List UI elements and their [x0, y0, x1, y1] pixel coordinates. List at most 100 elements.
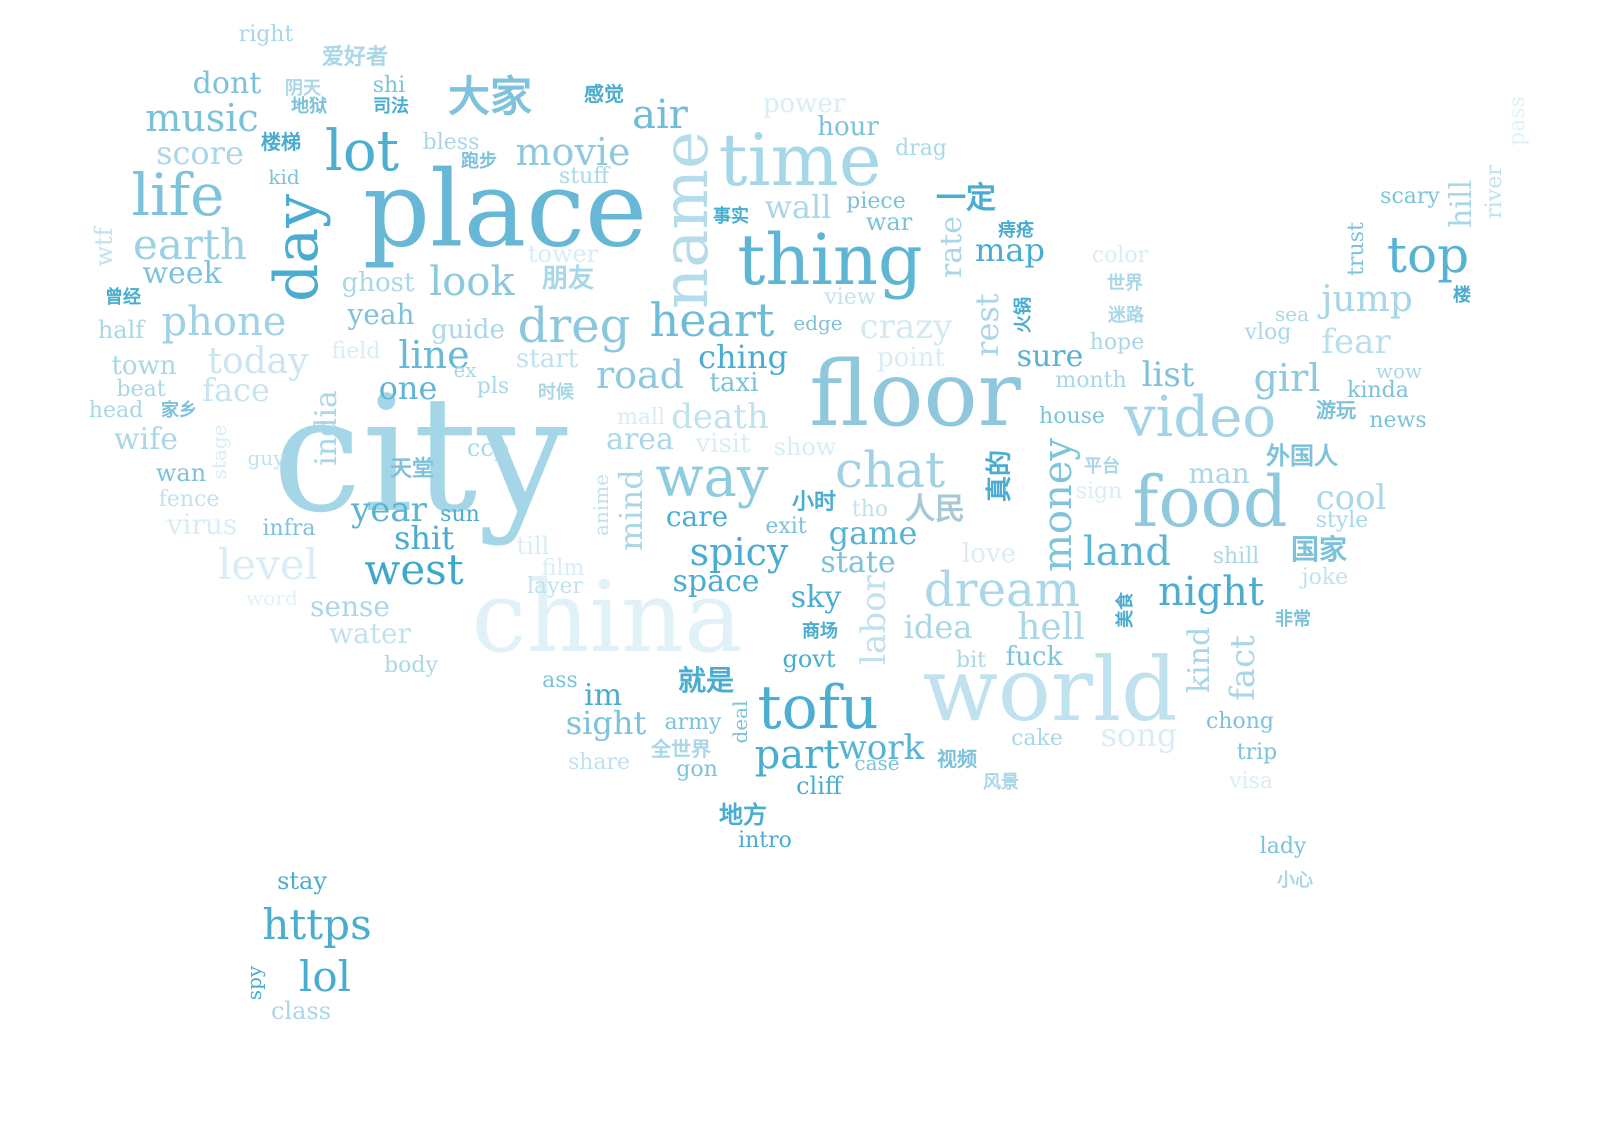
word-ass: ass: [542, 668, 578, 693]
word-news: news: [1369, 408, 1427, 433]
word-181: 家乡: [161, 400, 197, 421]
word-list: list: [1141, 355, 1195, 395]
word-beat: beat: [116, 377, 166, 402]
word-rate: rate: [934, 215, 969, 279]
word-hell: hell: [1017, 607, 1085, 648]
word-170: 楼梯: [261, 130, 301, 154]
word-190: 美食: [1115, 592, 1136, 628]
word-rest: rest: [968, 293, 1006, 357]
word-186: 天堂: [389, 457, 435, 482]
word-life: life: [131, 161, 225, 229]
word-area: area: [606, 422, 674, 457]
word-wtf: wtf: [90, 227, 118, 267]
word-war: war: [865, 208, 913, 236]
word-point: point: [877, 343, 945, 373]
word-pass: pass: [1505, 96, 1530, 146]
word-180: 时候: [538, 382, 574, 403]
word-china: china: [471, 561, 743, 675]
word-fear: fear: [1321, 322, 1391, 362]
word-195: 视频: [937, 747, 977, 771]
word-gon: gon: [676, 757, 718, 782]
word-191: 非常: [1275, 609, 1311, 630]
word-178: 迷路: [1108, 305, 1144, 326]
word-chong: chong: [1206, 709, 1274, 734]
word-edge: edge: [793, 311, 843, 335]
word-ccp: ccp: [466, 434, 510, 462]
word-tofu: tofu: [757, 673, 879, 743]
word-cake: cake: [1011, 726, 1063, 751]
word-govt: govt: [782, 645, 836, 673]
word-song: song: [1100, 716, 1178, 754]
word-fence: fence: [158, 487, 220, 512]
word-part: part: [754, 732, 840, 778]
word-mall: mall: [616, 405, 666, 430]
word-184: 真的: [985, 449, 1015, 503]
word-taxi: taxi: [709, 368, 759, 398]
word-piece: piece: [846, 189, 906, 214]
word-188: 人民: [905, 492, 965, 527]
word-place: place: [362, 148, 648, 271]
word-india: india: [309, 390, 344, 466]
word-ching: ching: [698, 338, 788, 376]
word-hill: hill: [1444, 179, 1479, 229]
word-172: 事实: [713, 206, 749, 227]
word-198: 小心: [1277, 870, 1313, 891]
word-21: 一定: [936, 181, 996, 216]
word-im: im: [583, 678, 623, 713]
word-174: 朋友: [541, 264, 595, 294]
word-deal: deal: [728, 700, 752, 744]
word-water: water: [329, 617, 411, 650]
word-wall: wall: [764, 188, 832, 226]
word-score: score: [156, 134, 244, 172]
word-earth: earth: [133, 220, 247, 269]
word-kinda: kinda: [1347, 378, 1409, 403]
word-look: look: [429, 259, 515, 305]
word-heart: heart: [649, 293, 775, 347]
word-sight: sight: [565, 704, 647, 742]
word-river: river: [1482, 165, 1507, 219]
word-head: head: [88, 398, 144, 423]
word-color: color: [1091, 243, 1149, 268]
word-top: top: [1386, 226, 1470, 284]
word-one: one: [378, 369, 438, 407]
word-182: 游玩: [1316, 398, 1356, 422]
word-month: month: [1055, 368, 1127, 393]
word-jump: jump: [1321, 279, 1413, 320]
word-film: film: [541, 556, 585, 581]
word-ghost: ghost: [341, 268, 415, 298]
word-166: 阴天: [285, 78, 321, 99]
word-drag: drag: [895, 136, 947, 161]
word-face: face: [202, 371, 270, 409]
word-day: day: [262, 193, 332, 303]
word-hope: hope: [1089, 330, 1145, 355]
word-lady: lady: [1259, 834, 1307, 859]
word-179: 楼: [1453, 285, 1471, 306]
word-year: year: [351, 490, 427, 530]
word-175: 曾经: [105, 287, 141, 308]
word-trust: trust: [1344, 222, 1369, 276]
word-intro: intro: [738, 828, 792, 853]
word-https: https: [262, 900, 372, 949]
word-care: care: [665, 500, 729, 533]
word-183: 外国人: [1266, 442, 1338, 470]
word-till: till: [516, 532, 550, 560]
word-dont: dont: [192, 66, 262, 101]
word-20: 大家: [447, 72, 533, 121]
word-labor: labor: [854, 575, 894, 665]
word-west: west: [364, 545, 464, 594]
word-165: 爱好者: [321, 45, 389, 70]
word-scary: scary: [1380, 184, 1440, 209]
word-shit: shit: [393, 519, 455, 557]
word-layer: layer: [526, 574, 584, 599]
word-guy: guy: [247, 446, 285, 470]
word-field: field: [331, 339, 381, 364]
word-line: line: [398, 333, 470, 377]
word-floor: floor: [809, 342, 1021, 447]
word-197: 地方: [719, 801, 767, 829]
word-stuff: stuff: [559, 164, 609, 189]
word-idea: idea: [903, 608, 973, 646]
word-share: share: [567, 750, 631, 775]
word-thing: thing: [737, 219, 923, 301]
word-crazy: crazy: [859, 307, 953, 347]
word-171: 跑步: [461, 151, 497, 172]
